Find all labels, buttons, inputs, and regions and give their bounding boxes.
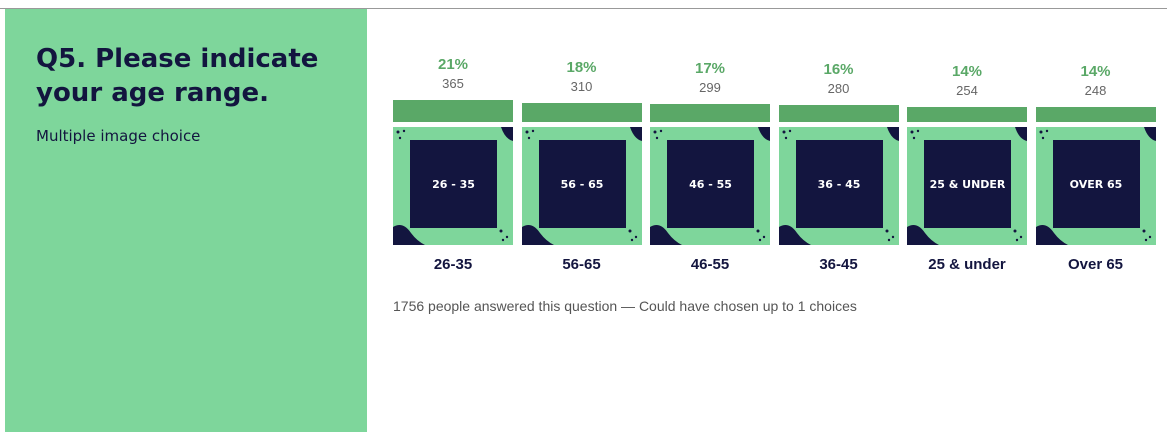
option-image: 25 & UNDER <box>907 127 1027 245</box>
percent-label: 14% <box>951 63 983 81</box>
option-image: 26 - 35 <box>393 127 513 245</box>
option-image: 56 - 65 <box>521 127 642 245</box>
option-image: 36 - 45 <box>778 127 899 245</box>
question-panel <box>5 9 367 432</box>
percent-label: 14% <box>1080 63 1111 81</box>
image-text: OVER 65 <box>1052 140 1140 228</box>
top-border <box>0 8 1167 9</box>
percent-label: 18% <box>566 59 597 77</box>
percent-label: 17% <box>694 60 726 78</box>
count-label: 280 <box>827 81 850 97</box>
option-label: 36-45 <box>819 256 858 273</box>
option-label: Over 65 <box>1067 256 1124 273</box>
image-decoration <box>1035 127 1156 245</box>
image-decoration <box>393 127 513 245</box>
image-text: 56 - 65 <box>538 140 626 228</box>
percent-label: 21% <box>437 55 469 73</box>
bar <box>393 99 513 122</box>
bar <box>778 105 899 122</box>
image-text: 36 - 45 <box>795 140 883 228</box>
count-label: 248 <box>1084 83 1107 99</box>
option-label: 26-35 <box>433 256 473 273</box>
image-text: 25 & UNDER <box>924 140 1011 228</box>
image-text: 46 - 55 <box>667 140 754 228</box>
image-text: 26 - 35 <box>410 140 497 228</box>
bar <box>650 104 770 122</box>
count-label: 365 <box>442 75 464 91</box>
bar <box>1035 107 1156 122</box>
option-label: 46-55 <box>690 256 730 273</box>
bar <box>907 107 1027 122</box>
count-label: 254 <box>956 83 978 99</box>
image-decoration <box>778 127 899 245</box>
percent-label: 16% <box>823 61 854 79</box>
image-decoration <box>521 127 642 245</box>
bar <box>521 103 642 122</box>
count-label: 299 <box>699 80 721 96</box>
image-decoration <box>907 127 1027 245</box>
option-image: 46 - 55 <box>650 127 770 245</box>
option-label: 25 & under <box>928 256 1006 273</box>
count-label: 310 <box>570 79 593 95</box>
question-subtitle: Multiple image choice <box>36 127 201 145</box>
image-decoration <box>650 127 770 245</box>
question-title: Q5. Please indicate your age range. <box>36 44 319 108</box>
footer-note: 1756 people answered this question — Cou… <box>393 298 857 314</box>
option-image: OVER 65 <box>1035 127 1156 245</box>
option-label: 56-65 <box>562 256 601 273</box>
